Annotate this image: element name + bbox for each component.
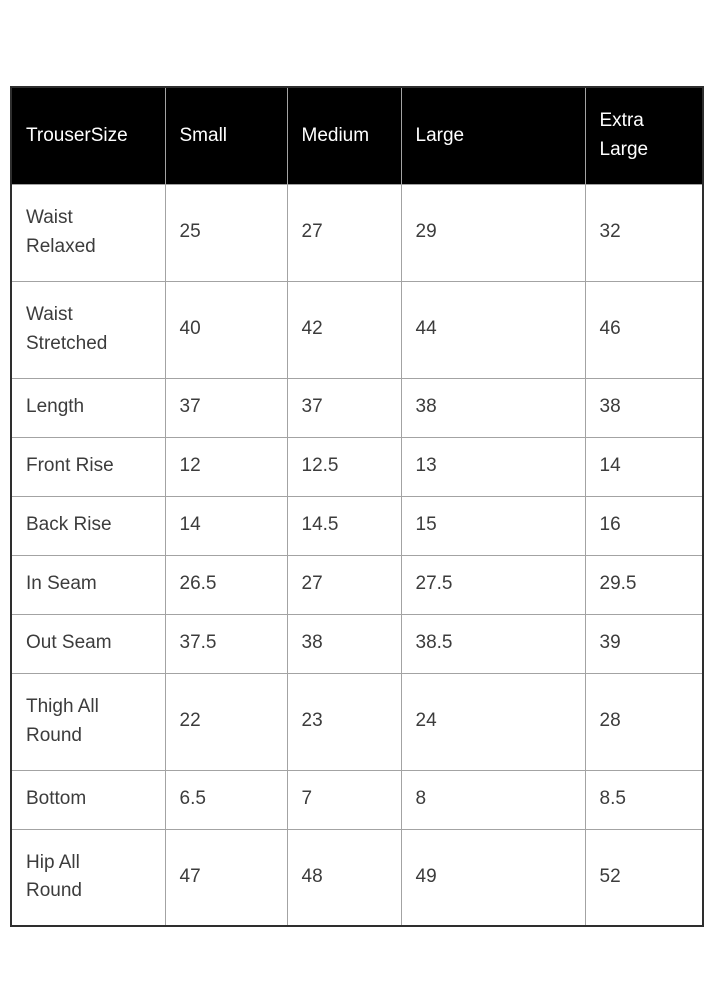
column-header-trousersize: TrouserSize	[10, 86, 166, 185]
value-cell: 37.5	[164, 613, 288, 674]
value-cell: 28	[584, 672, 704, 771]
row-label: Bottom	[26, 788, 87, 810]
value-cell: 27	[286, 554, 402, 615]
value-cell: 29	[400, 183, 586, 282]
value-cell: 39	[584, 613, 704, 674]
value-cell: 22	[164, 672, 288, 771]
value-cell: 7	[286, 769, 402, 830]
row-label-cell: Length	[10, 377, 166, 438]
size-chart-table: TrouserSize Small Medium Large Extra Lar…	[10, 86, 704, 927]
value-cell: 25	[164, 183, 288, 282]
value-cell: 47	[164, 828, 288, 927]
table-row-hip-all-round: Hip All Round 47 48 49 52	[10, 828, 704, 927]
table-row-bottom: Bottom 6.5 7 8 8.5	[10, 769, 704, 830]
row-label: Waist Stretched	[26, 304, 108, 354]
column-header-extra-large: Extra Large	[584, 86, 704, 185]
value-cell: 38	[400, 377, 586, 438]
value-cell: 8	[400, 769, 586, 830]
table-row-in-seam: In Seam 26.5 27 27.5 29.5	[10, 554, 704, 615]
table-row-front-rise: Front Rise 12 12.5 13 14	[10, 436, 704, 497]
value-cell: 46	[584, 280, 704, 379]
table-row-waist-stretched: Waist Stretched 40 42 44 46	[10, 280, 704, 379]
value-cell: 12	[164, 436, 288, 497]
row-label-cell: Hip All Round	[10, 828, 166, 927]
table-row-thigh-all-round: Thigh All Round 22 23 24 28	[10, 672, 704, 771]
table-row-waist-relaxed: Waist Relaxed 25 27 29 32	[10, 183, 704, 282]
value-cell: 16	[584, 495, 704, 556]
value-cell: 27.5	[400, 554, 586, 615]
row-label-cell: Back Rise	[10, 495, 166, 556]
value-cell: 8.5	[584, 769, 704, 830]
value-cell: 6.5	[164, 769, 288, 830]
value-cell: 49	[400, 828, 586, 927]
value-cell: 38.5	[400, 613, 586, 674]
row-label-cell: In Seam	[10, 554, 166, 615]
row-label: Hip All Round	[26, 851, 82, 902]
row-label-cell: Thigh All Round	[10, 672, 166, 771]
column-header-small: Small	[164, 86, 288, 185]
row-label: Back Rise	[26, 514, 112, 536]
value-cell: 42	[286, 280, 402, 379]
value-cell: 24	[400, 672, 586, 771]
value-cell: 44	[400, 280, 586, 379]
value-cell: 38	[286, 613, 402, 674]
row-label: In Seam	[26, 573, 97, 595]
table-row-out-seam: Out Seam 37.5 38 38.5 39	[10, 613, 704, 674]
column-header-label: Extra Large	[599, 110, 649, 160]
value-cell: 40	[164, 280, 288, 379]
value-cell: 48	[286, 828, 402, 927]
value-cell: 37	[164, 377, 288, 438]
row-label: Out Seam	[26, 632, 112, 654]
value-cell: 38	[584, 377, 704, 438]
row-label: Waist Relaxed	[26, 207, 96, 257]
value-cell: 23	[286, 672, 402, 771]
value-cell: 14	[164, 495, 288, 556]
row-label-cell: Out Seam	[10, 613, 166, 674]
row-label: Front Rise	[26, 455, 114, 477]
value-cell: 27	[286, 183, 402, 282]
value-cell: 13	[400, 436, 586, 497]
header-row: TrouserSize Small Medium Large Extra Lar…	[10, 86, 704, 185]
row-label-cell: Waist Relaxed	[10, 183, 166, 282]
value-cell: 32	[584, 183, 704, 282]
row-label: Thigh All Round	[26, 696, 99, 746]
row-label-cell: Bottom	[10, 769, 166, 830]
value-cell: 37	[286, 377, 402, 438]
value-cell: 14	[584, 436, 704, 497]
row-label-cell: Front Rise	[10, 436, 166, 497]
table-row-length: Length 37 37 38 38	[10, 377, 704, 438]
column-header-large: Large	[400, 86, 586, 185]
value-cell: 12.5	[286, 436, 402, 497]
row-label: Length	[26, 396, 85, 418]
value-cell: 52	[584, 828, 704, 927]
value-cell: 14.5	[286, 495, 402, 556]
row-label-cell: Waist Stretched	[10, 280, 166, 379]
value-cell: 26.5	[164, 554, 288, 615]
value-cell: 15	[400, 495, 586, 556]
table-row-back-rise: Back Rise 14 14.5 15 16	[10, 495, 704, 556]
column-header-medium: Medium	[286, 86, 402, 185]
value-cell: 29.5	[584, 554, 704, 615]
